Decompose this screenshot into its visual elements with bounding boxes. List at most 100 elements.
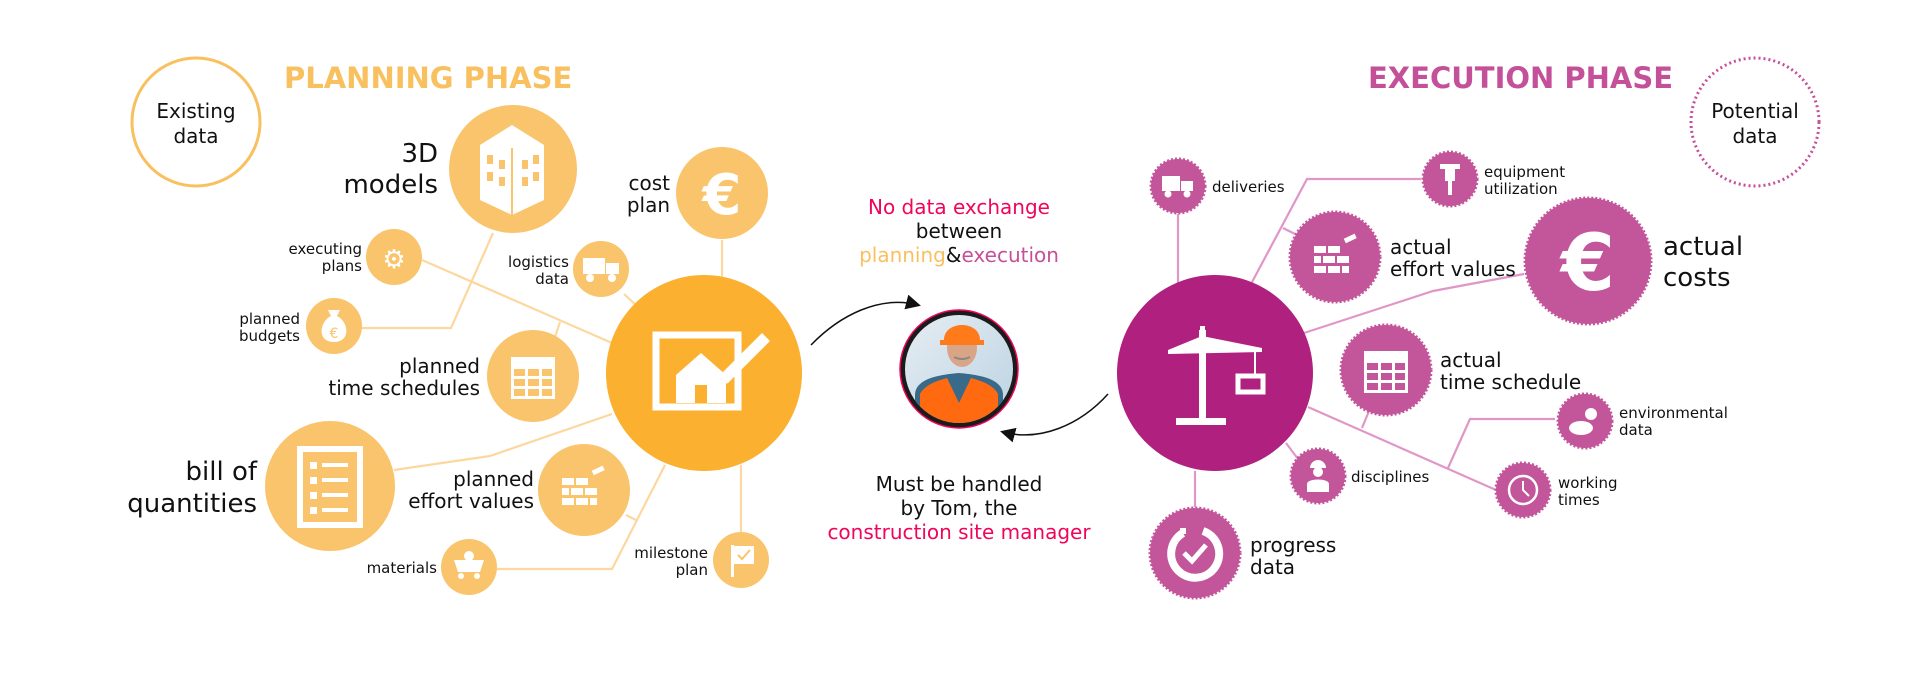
- node-label: equipment: [1484, 163, 1565, 181]
- message-line: construction site manager: [827, 520, 1091, 544]
- node-environmental-data: environmental data: [1556, 392, 1728, 450]
- node-label: data: [1250, 555, 1295, 579]
- node-label: time schedule: [1440, 370, 1581, 394]
- node-label: time schedules: [328, 376, 480, 400]
- node-label: materials: [367, 559, 438, 577]
- bricks-icon: [1314, 233, 1357, 273]
- node-equipment-utilization: equipment utilization: [1421, 150, 1565, 208]
- execution-phase-title: EXECUTION PHASE: [1368, 61, 1673, 95]
- node-label: actual: [1440, 348, 1502, 372]
- truck-icon: [583, 258, 619, 282]
- message-line: between: [916, 219, 1002, 243]
- legend-potential-data: Potential data: [1689, 56, 1821, 188]
- jackhammer-icon: [1440, 164, 1460, 195]
- node-label: actual: [1390, 235, 1452, 259]
- node-disciplines: disciplines: [1289, 447, 1430, 505]
- node-label: plans: [322, 257, 362, 275]
- node-cost-plan: € cost plan: [627, 147, 768, 239]
- node-label: data: [535, 270, 569, 288]
- middle-top-message: No data exchange between planning&execut…: [859, 195, 1059, 267]
- node-label: planned: [399, 354, 480, 378]
- node-label: models: [343, 170, 438, 200]
- worker-icon: [1307, 460, 1329, 492]
- node-working-times: working times: [1494, 461, 1618, 519]
- node-label: deliveries: [1212, 178, 1285, 196]
- node-label: utilization: [1484, 180, 1558, 198]
- node-label: bill of: [186, 457, 258, 487]
- gears-icon: ⚙: [382, 245, 405, 275]
- execution-word: execution: [961, 243, 1058, 267]
- node-label: planned: [239, 310, 300, 328]
- progress-check-icon: [1167, 527, 1224, 582]
- node-label: logistics: [508, 253, 569, 271]
- node-planned-budgets: € planned budgets: [239, 298, 362, 354]
- execution-center-node: [1117, 275, 1313, 471]
- calendar-icon: [1364, 351, 1408, 393]
- node-label: actual: [1663, 232, 1743, 262]
- arrow-from-execution: [1000, 393, 1109, 443]
- node-label: executing: [289, 240, 362, 258]
- message-line: No data exchange: [868, 195, 1050, 219]
- arrow-to-tom: [810, 294, 921, 346]
- list-icon: [297, 446, 363, 528]
- building-icon: [480, 125, 544, 215]
- node-label: budgets: [239, 327, 300, 345]
- node-actual-costs: € actual costs: [1523, 196, 1743, 326]
- crane-icon: [1168, 326, 1266, 425]
- node-planned-effort-values: planned effort values: [408, 444, 630, 536]
- bricks-icon: [562, 465, 605, 505]
- node-label: times: [1558, 491, 1600, 509]
- node-actual-effort-values: actual effort values: [1288, 210, 1516, 304]
- mine-cart-icon: [454, 551, 484, 579]
- node-label: data: [1619, 421, 1653, 439]
- planning-word: planning: [859, 243, 946, 267]
- money-bag-icon: €: [321, 310, 347, 342]
- legend-existing-data: Existing data: [130, 56, 262, 188]
- node-progress-data: progress data: [1148, 506, 1336, 600]
- weather-icon: [1569, 408, 1597, 435]
- truck-icon: [1162, 176, 1193, 198]
- legend-label: Potential: [1711, 99, 1799, 123]
- node-label: plan: [627, 193, 670, 217]
- node-label: disciplines: [1351, 468, 1430, 486]
- node-3d-models: 3D models: [343, 105, 577, 233]
- message-line: Must be handled: [876, 472, 1043, 496]
- euro-icon: €: [1559, 219, 1615, 309]
- node-bill-of-quantities: bill of quantities: [127, 421, 395, 551]
- node-label: quantities: [127, 489, 257, 519]
- planning-phase-title: PLANNING PHASE: [284, 61, 572, 95]
- node-label: progress: [1250, 533, 1336, 557]
- node-label: planned: [453, 467, 534, 491]
- euro-icon: €: [701, 163, 742, 228]
- blueprint-house-pencil-icon: [652, 331, 770, 411]
- node-executing-plans: ⚙ executing plans: [289, 229, 422, 285]
- legend-label: data: [1732, 124, 1777, 148]
- clock-icon: [1507, 474, 1539, 506]
- node-label: milestone: [634, 544, 708, 562]
- svg-text:€: €: [330, 326, 339, 342]
- node-label: effort values: [408, 489, 534, 513]
- node-label: environmental: [1619, 404, 1728, 422]
- node-milestone-plan: milestone plan: [634, 532, 769, 588]
- node-label: costs: [1663, 263, 1731, 293]
- message-line: planning&execution: [859, 243, 1059, 267]
- legend-label: data: [173, 124, 218, 148]
- node-actual-time-schedule: actual time schedule: [1339, 323, 1581, 417]
- message-line: by Tom, the: [901, 496, 1018, 520]
- legend-label: Existing: [156, 99, 235, 123]
- planning-center-node: [606, 275, 802, 471]
- node-materials: materials: [367, 539, 497, 595]
- node-planned-time-schedules: planned time schedules: [328, 330, 579, 422]
- flag-icon: [731, 545, 754, 577]
- node-logistics-data: logistics data: [508, 241, 629, 297]
- node-label: plan: [676, 561, 708, 579]
- node-label: working: [1558, 474, 1618, 492]
- node-label: 3D: [401, 139, 438, 169]
- node-deliveries: deliveries: [1149, 157, 1285, 215]
- avatar-tom: [899, 309, 1019, 429]
- ampersand: &: [946, 243, 962, 267]
- node-label: cost: [629, 171, 671, 195]
- node-label: effort values: [1390, 257, 1516, 281]
- middle-bottom-message: Must be handled by Tom, the construction…: [827, 472, 1091, 544]
